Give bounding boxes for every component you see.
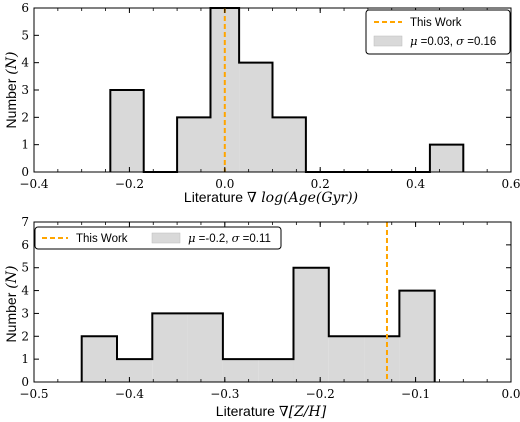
metal-y-tick-label: 5: [21, 261, 29, 275]
age-y-tick-label: 5: [21, 28, 29, 42]
age-histogram-bar: [177, 117, 211, 172]
metal-y-tick-label: 7: [21, 215, 29, 229]
age-histogram-bar: [239, 62, 273, 172]
metal-histogram-bar: [222, 359, 259, 382]
age-y-tick-label: 4: [21, 56, 29, 70]
metal-x-tick-label: 0.0: [501, 387, 520, 401]
metal-panel-legend: This Work μ =-0.2, σ =0.11: [34, 226, 282, 250]
metal-y-tick-label: 4: [21, 284, 29, 298]
age-legend-this-work-label: This Work: [410, 17, 462, 29]
metal-x-tick-label: −0.2: [306, 387, 335, 401]
age-y-tick-label: 1: [21, 138, 29, 152]
metal-histogram-outline: [80, 266, 436, 382]
age-gradient-histogram-panel: Number (N) Literature ∇ log(Age(Gyr)) −0…: [3, 1, 520, 206]
metal-histogram-bar: [399, 290, 435, 382]
metal-y-tick-label: 2: [21, 329, 29, 343]
age-x-tick-label: 0.2: [311, 177, 330, 191]
metal-y-tick-label: 0: [21, 375, 29, 389]
age-y-tick-label: 0: [21, 165, 29, 179]
metal-y-tick-label: 6: [21, 238, 29, 252]
age-y-tick-label: 2: [21, 110, 29, 124]
metal-panel-ylabel: Number (N): [3, 266, 20, 343]
age-panel-legend: This Work μ =0.03, σ =0.16: [365, 9, 511, 55]
metal-panel-xlabel: Literature ∇[Z/H]: [216, 403, 327, 420]
metal-legend-hist-swatch: [151, 232, 181, 244]
metal-histogram-bar: [116, 359, 153, 382]
age-y-tick-label: 3: [21, 83, 29, 97]
metal-histogram-bar: [152, 313, 188, 382]
metal-histogram-bar: [364, 336, 400, 382]
age-x-tick-label: 0.6: [501, 177, 520, 191]
age-x-tick-label: 0.4: [406, 177, 425, 191]
metal-histogram-bar: [81, 336, 117, 382]
age-y-tick-label: 6: [21, 1, 29, 15]
metallicity-gradient-histogram-panel: Number (N) Literature ∇[Z/H] −0.5 −0.4 −0.…: [3, 215, 520, 420]
age-x-tick-label: 0.0: [215, 177, 234, 191]
metal-histogram-bar: [293, 267, 329, 382]
age-histogram-bar: [429, 144, 464, 172]
metal-x-tick-label: −0.5: [19, 387, 48, 401]
age-legend-hist-swatch: [373, 35, 403, 47]
age-x-tick-label: −0.2: [115, 177, 144, 191]
metal-legend-this-work-label: This Work: [76, 233, 128, 245]
metal-x-tick-label: −0.1: [401, 387, 430, 401]
age-histogram-bar: [110, 90, 144, 172]
metal-x-tick-label: −0.4: [115, 387, 145, 401]
age-x-tick-label: −0.4: [19, 177, 49, 191]
metal-y-tick-label: 3: [21, 306, 29, 320]
metal-histogram-bar: [187, 313, 223, 382]
metal-histogram-bar: [328, 336, 365, 382]
age-panel-xlabel: Literature ∇ log(Age(Gyr)): [184, 189, 358, 206]
metal-legend-hist-label: μ =-0.2, σ =0.11: [188, 231, 271, 245]
metal-y-tick-label: 1: [21, 352, 29, 366]
age-histogram-bar: [272, 117, 306, 172]
metal-x-tick-label: −0.3: [210, 387, 239, 401]
age-panel-ylabel: Number (N): [3, 52, 20, 129]
metal-histogram-bar: [258, 359, 294, 382]
age-legend-hist-label: μ =0.03, σ =0.16: [410, 34, 496, 48]
